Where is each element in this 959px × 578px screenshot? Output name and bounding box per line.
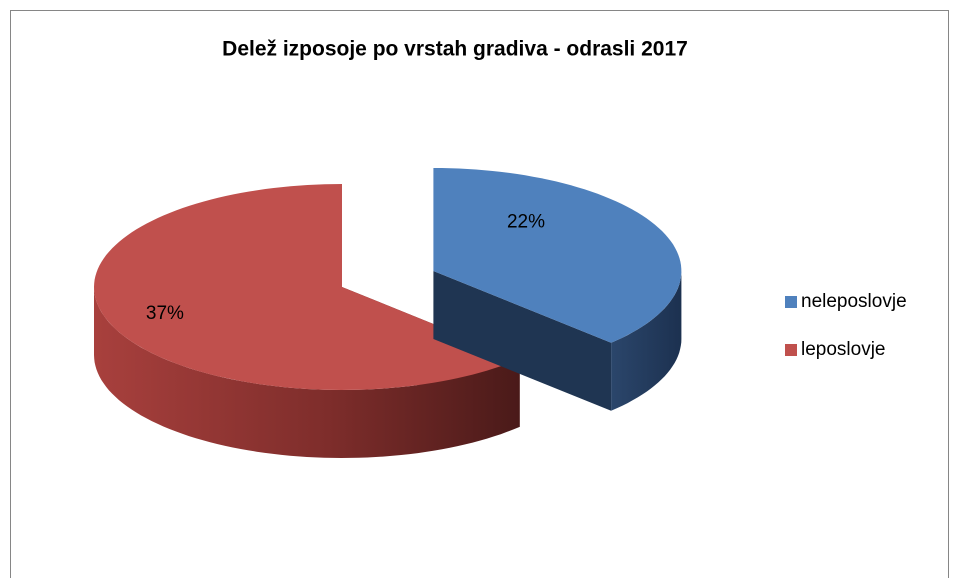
- slice-outer-side: [611, 271, 682, 411]
- data-label: 37%: [146, 303, 184, 324]
- slice: [94, 184, 520, 390]
- legend-label: neleposlovje: [801, 291, 907, 312]
- slice-radial-side: [433, 271, 612, 411]
- slice: [433, 168, 682, 343]
- chart-title: Delež izposoje po vrstah gradiva - odras…: [222, 38, 688, 61]
- legend-swatch: [785, 344, 797, 356]
- legend-label: leposlovje: [801, 339, 886, 360]
- legend-swatch: [785, 296, 797, 308]
- data-label: 22%: [507, 212, 545, 233]
- slice-outer-side: [94, 287, 520, 458]
